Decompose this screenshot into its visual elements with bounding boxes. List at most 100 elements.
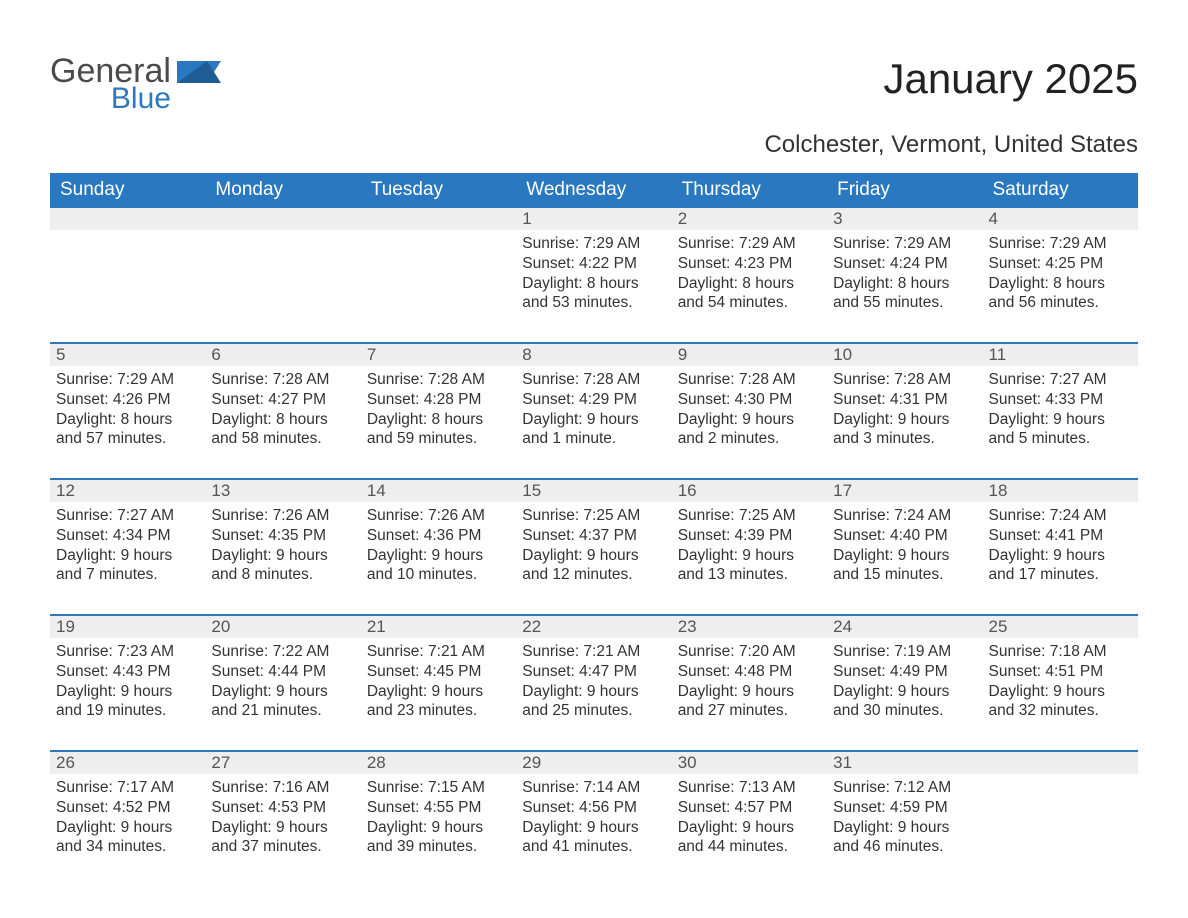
day-cell: 16Sunrise: 7:25 AMSunset: 4:39 PMDayligh… <box>672 480 827 600</box>
day-number: 2 <box>672 208 827 229</box>
daylight-text: Daylight: 8 hours and 56 minutes. <box>989 274 1132 314</box>
sunset-text: Sunset: 4:48 PM <box>678 662 821 682</box>
page-subtitle: Colchester, Vermont, United States <box>764 131 1138 159</box>
day-cell: 22Sunrise: 7:21 AMSunset: 4:47 PMDayligh… <box>516 616 671 736</box>
day-body: Sunrise: 7:28 AMSunset: 4:28 PMDaylight:… <box>361 366 516 449</box>
day-cell: 10Sunrise: 7:28 AMSunset: 4:31 PMDayligh… <box>827 344 982 464</box>
sunset-text: Sunset: 4:23 PM <box>678 254 821 274</box>
day-number-row: 20 <box>205 616 360 638</box>
day-cell: 28Sunrise: 7:15 AMSunset: 4:55 PMDayligh… <box>361 752 516 872</box>
sunset-text: Sunset: 4:43 PM <box>56 662 199 682</box>
day-body: Sunrise: 7:15 AMSunset: 4:55 PMDaylight:… <box>361 774 516 857</box>
day-number-row: 12 <box>50 480 205 502</box>
day-body: Sunrise: 7:26 AMSunset: 4:36 PMDaylight:… <box>361 502 516 585</box>
day-cell: 7Sunrise: 7:28 AMSunset: 4:28 PMDaylight… <box>361 344 516 464</box>
daylight-text: Daylight: 8 hours and 58 minutes. <box>211 410 354 450</box>
day-cell <box>983 752 1138 872</box>
day-cell: 26Sunrise: 7:17 AMSunset: 4:52 PMDayligh… <box>50 752 205 872</box>
sunset-text: Sunset: 4:27 PM <box>211 390 354 410</box>
top-bar: General Blue January 2025 Colchester, Ve… <box>50 55 1138 159</box>
day-number: 5 <box>50 344 205 365</box>
daylight-text: Daylight: 8 hours and 55 minutes. <box>833 274 976 314</box>
daylight-text: Daylight: 9 hours and 5 minutes. <box>989 410 1132 450</box>
day-number-row: 25 <box>983 616 1138 638</box>
sunset-text: Sunset: 4:26 PM <box>56 390 199 410</box>
day-body: Sunrise: 7:28 AMSunset: 4:31 PMDaylight:… <box>827 366 982 449</box>
week-row: 19Sunrise: 7:23 AMSunset: 4:43 PMDayligh… <box>50 614 1138 736</box>
day-cell: 18Sunrise: 7:24 AMSunset: 4:41 PMDayligh… <box>983 480 1138 600</box>
sunset-text: Sunset: 4:24 PM <box>833 254 976 274</box>
day-cell: 6Sunrise: 7:28 AMSunset: 4:27 PMDaylight… <box>205 344 360 464</box>
sunrise-text: Sunrise: 7:20 AM <box>678 642 821 662</box>
day-number-row: 5 <box>50 344 205 366</box>
sunset-text: Sunset: 4:29 PM <box>522 390 665 410</box>
day-number-row <box>205 208 360 230</box>
daylight-text: Daylight: 9 hours and 21 minutes. <box>211 682 354 722</box>
day-body: Sunrise: 7:28 AMSunset: 4:30 PMDaylight:… <box>672 366 827 449</box>
day-number-row: 2 <box>672 208 827 230</box>
day-number-row <box>50 208 205 230</box>
day-cell: 14Sunrise: 7:26 AMSunset: 4:36 PMDayligh… <box>361 480 516 600</box>
day-number-row: 10 <box>827 344 982 366</box>
weekday-header: Wednesday <box>516 173 671 208</box>
day-number-row: 27 <box>205 752 360 774</box>
sunrise-text: Sunrise: 7:17 AM <box>56 778 199 798</box>
sunset-text: Sunset: 4:57 PM <box>678 798 821 818</box>
daylight-text: Daylight: 9 hours and 34 minutes. <box>56 818 199 858</box>
sunrise-text: Sunrise: 7:18 AM <box>989 642 1132 662</box>
day-body: Sunrise: 7:29 AMSunset: 4:24 PMDaylight:… <box>827 230 982 313</box>
day-number-row: 24 <box>827 616 982 638</box>
weekday-header: Tuesday <box>361 173 516 208</box>
daylight-text: Daylight: 8 hours and 53 minutes. <box>522 274 665 314</box>
daylight-text: Daylight: 9 hours and 27 minutes. <box>678 682 821 722</box>
day-number: 12 <box>50 480 205 501</box>
day-body: Sunrise: 7:25 AMSunset: 4:39 PMDaylight:… <box>672 502 827 585</box>
sunset-text: Sunset: 4:40 PM <box>833 526 976 546</box>
daylight-text: Daylight: 9 hours and 30 minutes. <box>833 682 976 722</box>
day-number: 16 <box>672 480 827 501</box>
day-number: 9 <box>672 344 827 365</box>
logo-text: General Blue <box>50 55 171 114</box>
daylight-text: Daylight: 8 hours and 57 minutes. <box>56 410 199 450</box>
daylight-text: Daylight: 9 hours and 7 minutes. <box>56 546 199 586</box>
sunrise-text: Sunrise: 7:19 AM <box>833 642 976 662</box>
day-number-row: 19 <box>50 616 205 638</box>
sunrise-text: Sunrise: 7:22 AM <box>211 642 354 662</box>
day-number: 19 <box>50 616 205 637</box>
day-body: Sunrise: 7:26 AMSunset: 4:35 PMDaylight:… <box>205 502 360 585</box>
day-cell: 12Sunrise: 7:27 AMSunset: 4:34 PMDayligh… <box>50 480 205 600</box>
daylight-text: Daylight: 9 hours and 41 minutes. <box>522 818 665 858</box>
day-body: Sunrise: 7:14 AMSunset: 4:56 PMDaylight:… <box>516 774 671 857</box>
sunrise-text: Sunrise: 7:28 AM <box>833 370 976 390</box>
day-body: Sunrise: 7:13 AMSunset: 4:57 PMDaylight:… <box>672 774 827 857</box>
page: General Blue January 2025 Colchester, Ve… <box>0 0 1188 912</box>
day-cell: 15Sunrise: 7:25 AMSunset: 4:37 PMDayligh… <box>516 480 671 600</box>
sunset-text: Sunset: 4:55 PM <box>367 798 510 818</box>
day-body: Sunrise: 7:12 AMSunset: 4:59 PMDaylight:… <box>827 774 982 857</box>
sunset-text: Sunset: 4:35 PM <box>211 526 354 546</box>
logo-flag-icon <box>177 61 221 89</box>
day-number: 25 <box>983 616 1138 637</box>
sunrise-text: Sunrise: 7:15 AM <box>367 778 510 798</box>
week-row: 12Sunrise: 7:27 AMSunset: 4:34 PMDayligh… <box>50 478 1138 600</box>
day-number-row: 4 <box>983 208 1138 230</box>
weekday-header: Monday <box>205 173 360 208</box>
day-number-row: 22 <box>516 616 671 638</box>
sunrise-text: Sunrise: 7:29 AM <box>989 234 1132 254</box>
sunrise-text: Sunrise: 7:13 AM <box>678 778 821 798</box>
day-cell: 23Sunrise: 7:20 AMSunset: 4:48 PMDayligh… <box>672 616 827 736</box>
day-number: 17 <box>827 480 982 501</box>
day-number-row: 16 <box>672 480 827 502</box>
day-number: 3 <box>827 208 982 229</box>
day-number-row: 9 <box>672 344 827 366</box>
day-number: 7 <box>361 344 516 365</box>
day-body: Sunrise: 7:20 AMSunset: 4:48 PMDaylight:… <box>672 638 827 721</box>
sunrise-text: Sunrise: 7:28 AM <box>211 370 354 390</box>
day-number-row: 29 <box>516 752 671 774</box>
day-body: Sunrise: 7:19 AMSunset: 4:49 PMDaylight:… <box>827 638 982 721</box>
weekday-header: Friday <box>827 173 982 208</box>
weekday-header: Saturday <box>983 173 1138 208</box>
day-body: Sunrise: 7:17 AMSunset: 4:52 PMDaylight:… <box>50 774 205 857</box>
sunrise-text: Sunrise: 7:29 AM <box>833 234 976 254</box>
day-cell: 21Sunrise: 7:21 AMSunset: 4:45 PMDayligh… <box>361 616 516 736</box>
